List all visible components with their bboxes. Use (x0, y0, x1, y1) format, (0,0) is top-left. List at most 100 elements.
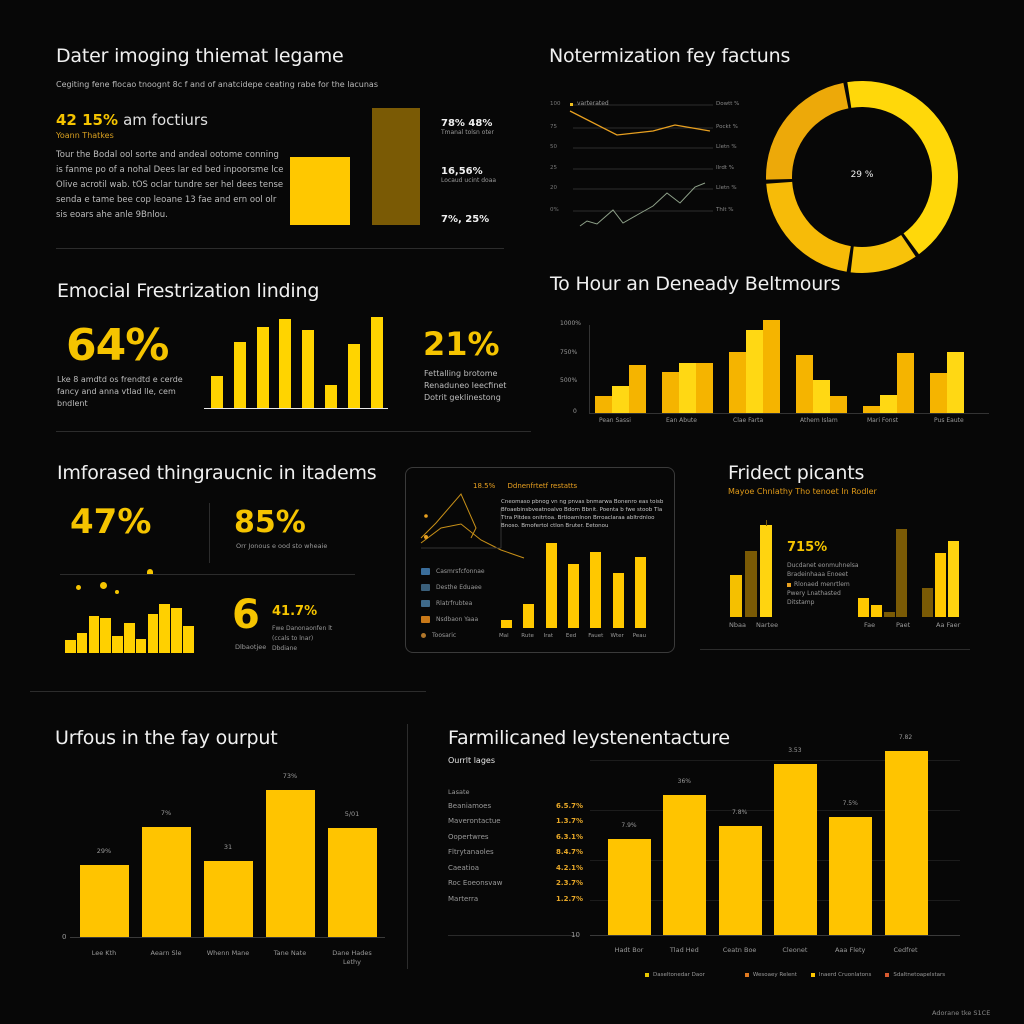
line-chart-svg (569, 103, 713, 227)
legend-label: Rlonaed menrtlem (794, 581, 850, 588)
bar (896, 529, 907, 617)
x-label: Cleonet (782, 946, 808, 954)
bar (372, 108, 420, 225)
donut-segment (847, 81, 958, 255)
row-value: 8.4.7% (556, 848, 583, 857)
y-tick-left: 20 (550, 185, 557, 191)
x-label: Cedfret (893, 946, 918, 954)
legend-swatch (421, 600, 430, 607)
x-label: Dane Hades Lethy (332, 949, 372, 966)
data-label: 7.9% (621, 822, 637, 830)
bar (171, 608, 182, 653)
bar (829, 817, 873, 935)
bar (729, 351, 746, 413)
table-row: Beaniamoes 6.5.7% (448, 798, 583, 814)
legend-item: Nsdbaon Yaaa (421, 616, 485, 632)
gridline (590, 760, 960, 761)
bar (328, 828, 377, 937)
bar (634, 556, 646, 628)
dot (115, 590, 119, 594)
bar (730, 574, 742, 617)
donut-segment (766, 181, 851, 272)
panel-title: Dater imoging thiemat legame (56, 45, 344, 67)
header-value: 18.5% (473, 482, 496, 490)
legend-dot (570, 103, 573, 106)
y-tick-left: 0% (550, 207, 559, 213)
bar (100, 618, 111, 653)
x-label: Mari Fonst (867, 417, 899, 424)
panel-subtitle: Mayoe Chnlathy Tho tenoet In Rodler (728, 487, 877, 496)
bar (796, 355, 813, 413)
legend-label: Inaerd Cruonlatons (818, 972, 872, 978)
bar (773, 763, 817, 935)
y-tick-left: 100 (550, 101, 561, 107)
legend-label: Desthe Eduaee (436, 584, 482, 591)
x-label: Tane Nate (273, 949, 307, 957)
table-rule (448, 935, 578, 936)
bar (696, 362, 713, 413)
x-label: Aearn Sle (150, 949, 182, 957)
table-header: Lasate (448, 788, 470, 796)
bar (629, 364, 646, 413)
panel-title: Fridect picants (728, 462, 865, 484)
bar-chart-3 (205, 305, 388, 408)
bar (948, 541, 959, 617)
bar (183, 626, 194, 653)
bar (135, 638, 147, 653)
legend-swatch (744, 972, 749, 977)
row-value: 4.2.1% (556, 863, 583, 872)
headline-text: am foctiurs (123, 111, 208, 129)
legend-sub: Ditstamp (787, 599, 815, 606)
headline-value: 42 15% (56, 111, 118, 129)
x-label: Eed (565, 633, 577, 639)
row-label: Caeatioa (448, 863, 480, 872)
y-tick: 1000% (560, 320, 581, 327)
bar (612, 572, 624, 628)
big-digit-caption: Dlbaotjee (235, 643, 267, 651)
bar (871, 604, 882, 617)
bar (211, 376, 223, 408)
divider (56, 431, 531, 432)
x-label: Nbaa (729, 621, 746, 629)
bar (147, 614, 159, 653)
value: 715% (787, 540, 828, 555)
row-value: 1.2.7% (556, 894, 583, 903)
table-row: Roc Eoeonsvaw 2.3.7% (448, 876, 583, 892)
x-label: Peau (632, 633, 647, 639)
x-axis (589, 413, 989, 414)
row-value: 2.3.7% (556, 879, 583, 888)
y-tick-right: Thlt % (716, 207, 734, 213)
legend-swatch (885, 972, 890, 977)
x-label: Athem Islam (800, 417, 838, 424)
bar (662, 372, 679, 413)
stat-value: 7%, 25% (441, 214, 490, 225)
y-tick-left: 25 (550, 165, 557, 171)
x-label: Rute (521, 633, 534, 639)
zero-label: 0 (62, 933, 67, 941)
stat-caption: Tmanal tolsn oter (441, 129, 494, 136)
legend-label: Wesoaey Relent (752, 972, 797, 978)
grouped-bar-chart: 1000% 750% 500% 0 Pean Sassi Ean Abute Cla… (555, 320, 989, 430)
dot (76, 585, 81, 590)
bar (863, 406, 880, 413)
stat-value: 16,56% (441, 166, 483, 177)
bar (718, 826, 762, 935)
bar (884, 751, 928, 935)
data-label: 73% (282, 772, 298, 780)
bar (279, 318, 292, 408)
data-label: 29% (96, 846, 112, 855)
bar (813, 380, 830, 413)
legend-swatch (421, 584, 430, 591)
legend-label: Casmrsfcfonnae (436, 568, 485, 575)
x-label: Lee Kth (91, 949, 117, 957)
legend-label: Daseltonedar Daor (653, 972, 705, 978)
table-row: Caeatioa 4.2.1% (448, 860, 583, 876)
data-label: 5/01 (344, 810, 360, 819)
data-label: 36% (677, 778, 691, 786)
card-header: 18.5% Ddnenfrtetf restatts (473, 482, 577, 490)
pct-text: Fwe Danonaonfen lt (ccals to lnar) Dbdia… (272, 625, 333, 652)
x-axis (590, 935, 960, 936)
y-axis (589, 325, 590, 413)
bar (612, 386, 629, 413)
y-tick-right: Pockt % (716, 124, 738, 130)
